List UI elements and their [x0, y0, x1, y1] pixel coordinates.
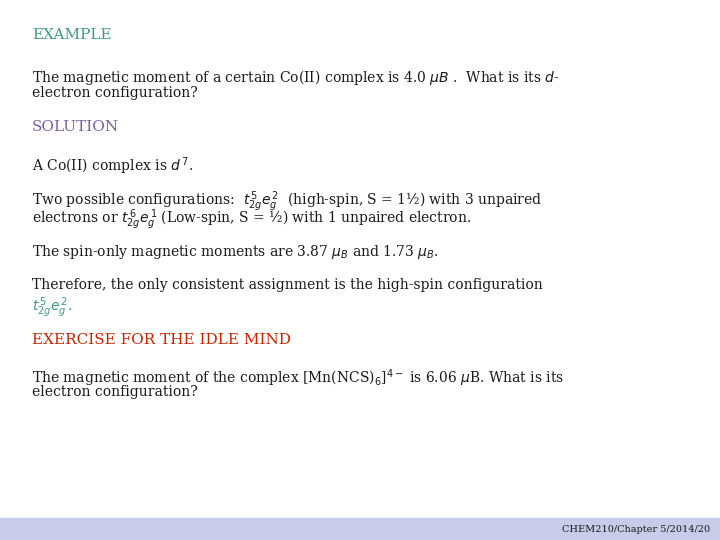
Text: A Co(II) complex is $d\,^7$.: A Co(II) complex is $d\,^7$.	[32, 155, 194, 177]
Text: SOLUTION: SOLUTION	[32, 120, 119, 134]
Text: EXERCISE FOR THE IDLE MIND: EXERCISE FOR THE IDLE MIND	[32, 333, 291, 347]
Text: electron configuration?: electron configuration?	[32, 86, 198, 100]
Text: Two possible configurations:  $t_{2g}^{\,5}e_g^{\,2}$  (high-spin, S = 1½) with : Two possible configurations: $t_{2g}^{\,…	[32, 190, 542, 214]
Text: Therefore, the only consistent assignment is the high-spin configuration: Therefore, the only consistent assignmen…	[32, 278, 543, 292]
Text: CHEM210/Chapter 5/2014/20: CHEM210/Chapter 5/2014/20	[562, 524, 710, 534]
Text: EXAMPLE: EXAMPLE	[32, 28, 112, 42]
Text: $t_{2g}^{\,5}e_g^{\,2}$.: $t_{2g}^{\,5}e_g^{\,2}$.	[32, 296, 73, 321]
Text: The magnetic moment of a certain Co(II) complex is 4.0 $\mu B$ .  What is its $d: The magnetic moment of a certain Co(II) …	[32, 68, 559, 87]
Text: The magnetic moment of the complex [Mn(NCS)$_6$]$^{4-}$ is 6.06 $\mu$B. What is : The magnetic moment of the complex [Mn(N…	[32, 367, 564, 389]
Text: The spin-only magnetic moments are 3.87 $\mu_B$ and 1.73 $\mu_B$.: The spin-only magnetic moments are 3.87 …	[32, 243, 438, 261]
Text: electron configuration?: electron configuration?	[32, 385, 198, 399]
Bar	[0, 518, 720, 540]
Text: electrons or $t_{2g}^{\,6}e_g^{\,1}$ (Low-spin, S = ½) with 1 unpaired electron.: electrons or $t_{2g}^{\,6}e_g^{\,1}$ (Lo…	[32, 208, 471, 233]
